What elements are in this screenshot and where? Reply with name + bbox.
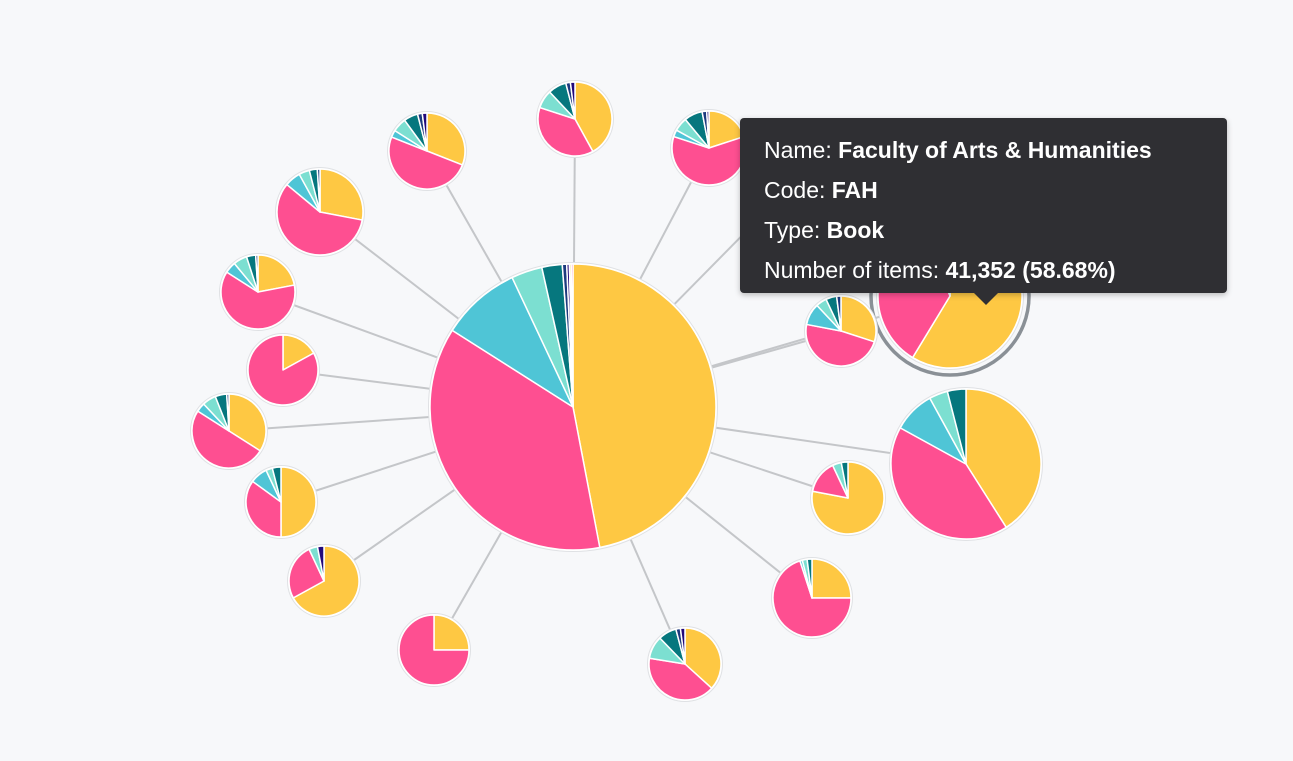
satellite-pie-1-slice-0 (292, 545, 360, 617)
satellite-pie-6[interactable] (387, 111, 467, 191)
center-pie-slice-1 (429, 329, 601, 551)
satellite-pie-4-slice-0 (257, 254, 296, 293)
satellite-pie-13-slice-1 (772, 560, 852, 638)
satellite-pie-2[interactable] (275, 167, 365, 257)
tooltip-name-label: Name: (764, 137, 832, 163)
tooltip-type-value: Book (826, 217, 885, 243)
node-tooltip: Name: Faculty of Arts & Humanities Code:… (740, 118, 1227, 305)
satellite-pie-7-slice-1 (537, 106, 594, 157)
satellite-pie-13[interactable] (771, 557, 853, 639)
satellite-pie-10-slice-0 (840, 295, 877, 343)
satellite-pie-2-slice-5 (316, 168, 321, 213)
satellite-pie-2-slice-0 (319, 168, 364, 221)
tooltip-code-value: FAH (831, 177, 878, 203)
satellite-pie-4-slice-1 (220, 271, 296, 330)
satellite-pie-11[interactable] (889, 387, 1043, 541)
satellite-pie-1-slice-6 (316, 545, 325, 582)
satellite-pie-10-slice-5 (835, 295, 842, 332)
satellite-pie-14-slice-0 (684, 627, 722, 689)
satellite-pie-12[interactable] (810, 460, 886, 536)
satellite-pie-5-slice-5 (225, 393, 230, 432)
satellite-pie-7-slice-6 (569, 81, 576, 120)
center-pie-slice-2 (451, 276, 574, 408)
satellite-pie-8[interactable] (670, 109, 748, 187)
satellite-pie-5[interactable] (190, 392, 268, 470)
satellite-pie-7[interactable] (536, 80, 614, 158)
satellite-pie-3-slice-0 (280, 466, 317, 538)
satellite-pie-5-slice-1 (191, 410, 261, 469)
satellite-pie-12-slice-4 (840, 461, 849, 499)
satellite-pie-6-slice-6 (421, 112, 428, 152)
satellite-pie-14[interactable] (647, 626, 723, 702)
satellite-pie-7-slice-0 (574, 81, 613, 153)
satellite-pie-15[interactable] (397, 613, 471, 687)
satellite-pie-0[interactable] (246, 333, 320, 407)
tooltip-name-value: Faculty of Arts & Humanities (838, 137, 1152, 163)
satellite-pie-1[interactable] (287, 544, 361, 618)
satellite-pie-4[interactable] (219, 253, 297, 331)
satellite-pie-0-slice-1 (247, 334, 319, 406)
center-pie-slice-8 (570, 263, 574, 408)
satellite-pie-3-slice-4 (271, 466, 282, 503)
satellite-pie-4-slice-5 (254, 254, 259, 293)
satellite-pie-1-slice-1 (288, 548, 325, 599)
satellite-pie-11-slice-4 (946, 388, 967, 465)
tooltip-items-label: Number of items: (764, 257, 940, 283)
tooltip-name-row: Name: Faculty of Arts & Humanities (764, 130, 1203, 170)
satellite-pie-15-slice-1 (398, 614, 470, 686)
center-pie-slice-0 (572, 263, 717, 549)
tooltip-items-row: Number of items: 41,352 (58.68%) (764, 250, 1203, 290)
satellite-pie-13-slice-4 (806, 558, 813, 599)
satellite-pie-11-slice-1 (890, 427, 1007, 540)
satellite-pie-10-slice-1 (805, 323, 876, 367)
satellite-pie-14-slice-6 (679, 627, 686, 665)
tooltip-code-label: Code: (764, 177, 826, 203)
satellite-pie-3-slice-1 (245, 480, 282, 538)
tooltip-type-label: Type: (764, 217, 821, 243)
tooltip-code-row: Code: FAH (764, 170, 1203, 210)
satellite-pie-6-slice-1 (388, 136, 464, 190)
center-pie[interactable] (428, 262, 718, 552)
satellite-pie-14-slice-1 (648, 657, 713, 701)
satellite-pie-6-slice-0 (426, 112, 466, 166)
satellite-pie-13-slice-0 (811, 558, 852, 599)
satellite-pie-3[interactable] (244, 465, 318, 539)
tooltip-type-row: Type: Book (764, 210, 1203, 250)
tooltip-items-value: 41,352 (58.68%) (945, 257, 1116, 283)
satellite-pie-2-slice-1 (276, 183, 363, 256)
satellite-pie-8-slice-6 (705, 110, 710, 149)
satellite-pie-15-slice-0 (433, 614, 470, 651)
satellite-pie-10[interactable] (804, 294, 878, 368)
